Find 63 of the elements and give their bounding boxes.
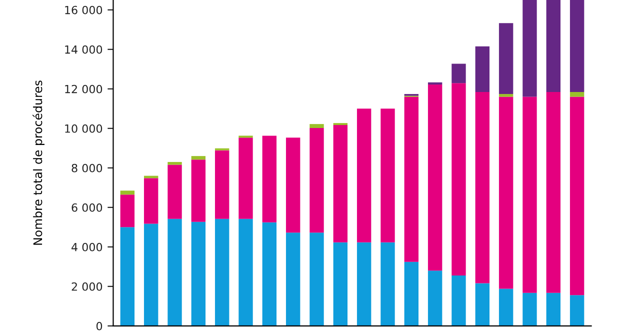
bar (452, 64, 466, 84)
bar (498, 94, 514, 97)
bar (570, 96, 584, 296)
bar (452, 276, 466, 326)
bar (310, 232, 324, 326)
y-tick-label: 16 000 (65, 6, 102, 14)
bar (120, 227, 135, 326)
bar (475, 46, 490, 92)
y-tick-label: 4 000 (72, 242, 102, 252)
bar (428, 82, 442, 85)
bar (238, 218, 253, 326)
y-tick-label: 10 000 (65, 124, 102, 133)
bar (310, 128, 324, 233)
bar (404, 96, 419, 262)
bar (475, 92, 490, 284)
bar (522, 96, 537, 293)
y-tick-label: 6 000 (72, 203, 102, 212)
bar (191, 222, 206, 326)
bar (380, 108, 395, 242)
bar (546, 92, 560, 293)
bar (498, 96, 514, 289)
bar (333, 242, 348, 326)
bar (238, 138, 253, 219)
bar (356, 242, 372, 326)
y-tick-label: 14 000 (65, 45, 102, 54)
bar (144, 178, 158, 224)
bar (570, 295, 584, 326)
bar (168, 164, 182, 219)
bar (404, 262, 419, 326)
y-tick-label: 8 000 (72, 164, 102, 172)
bar (144, 224, 158, 326)
bar (120, 190, 135, 195)
bar (570, 0, 584, 92)
bar (522, 0, 537, 97)
bar (570, 92, 584, 97)
y-tick-label: 12 000 (65, 84, 102, 94)
bar (286, 138, 300, 233)
bar (356, 108, 372, 242)
bar (262, 136, 277, 222)
bar (168, 218, 182, 326)
y-tick-label: 2 000 (72, 282, 102, 291)
bar (475, 283, 490, 326)
y-tick-label: 0 (96, 322, 102, 330)
bar (522, 292, 537, 326)
bar (191, 156, 206, 160)
bar (191, 160, 206, 222)
bar (546, 292, 560, 326)
bar (168, 162, 182, 165)
bar (262, 222, 277, 326)
bar (310, 124, 324, 128)
bar (546, 0, 560, 92)
bar (428, 270, 442, 326)
bar (214, 218, 230, 326)
bar (498, 288, 514, 326)
bar (428, 84, 442, 271)
y-axis-title: Nombre total de procédures (32, 80, 44, 245)
bar (380, 242, 395, 326)
bar (214, 150, 230, 219)
bar (120, 194, 135, 228)
bar (333, 125, 348, 242)
bar (498, 23, 514, 94)
bar (452, 83, 466, 276)
bar (286, 232, 300, 326)
